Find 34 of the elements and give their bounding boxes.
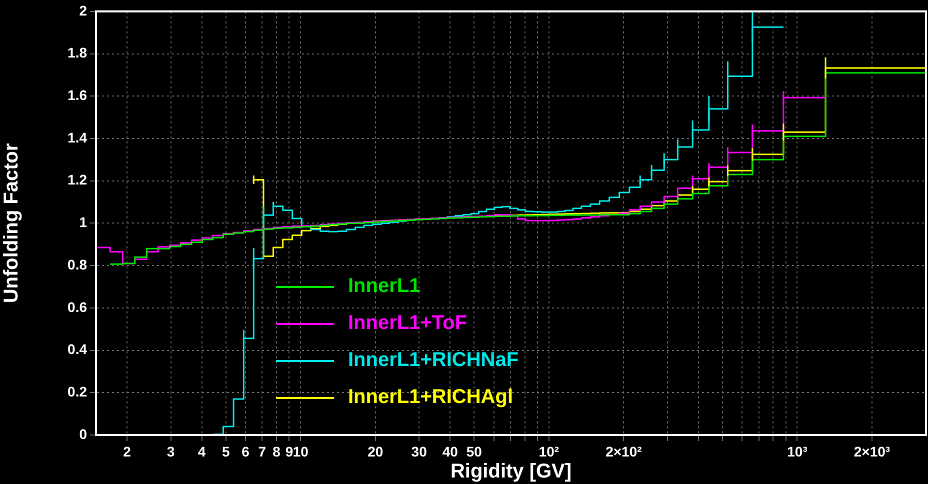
legend-label: InnerL1+ToF — [348, 312, 468, 335]
x-tick-label: 4 — [198, 443, 206, 460]
x-tick-label: 3 — [166, 443, 175, 460]
y-tick-label: 0.2 — [68, 384, 88, 400]
x-tick-label: 50 — [466, 443, 482, 460]
x-tick-label: 2×10² — [606, 443, 642, 460]
x-tick-label: 10³ — [787, 443, 808, 460]
y-tick-label: 1.6 — [68, 86, 88, 103]
x-tick-label: 20 — [368, 443, 384, 460]
x-tick-label: 7 — [258, 443, 266, 460]
x-tick-label: 2 — [123, 443, 132, 460]
y-tick-label: 1 — [79, 214, 88, 230]
y-tick-label: 0.4 — [68, 341, 88, 358]
x-tick-label: 5 — [222, 443, 230, 460]
x-tick-label: 8 — [272, 443, 281, 460]
y-tick-label: 0 — [79, 426, 88, 442]
legend-label: InnerL1+RICHNaF — [348, 349, 519, 372]
x-tick-label: 2×10³ — [854, 443, 890, 460]
x-axis-title: Rigidity [GV] — [450, 460, 572, 483]
y-axis-title: Unfolding Factor — [0, 142, 23, 304]
y-tick-label: 2 — [79, 2, 88, 18]
x-tick-label: 40 — [442, 443, 458, 460]
x-tick-label: 9 — [285, 443, 294, 460]
y-tick-label: 1.2 — [68, 172, 88, 188]
y-tick-label: 0.8 — [68, 256, 88, 272]
legend-label: InnerL1+RICHAgl — [348, 386, 514, 409]
x-tick-label: 30 — [411, 443, 428, 460]
y-tick-label: 1.4 — [68, 129, 88, 146]
legend-label: InnerL1 — [348, 275, 420, 298]
x-tick-label: 10 — [292, 443, 309, 460]
y-tick-label: 0.6 — [68, 298, 88, 315]
y-tick-label: 1.8 — [68, 44, 88, 61]
x-tick-label: 6 — [242, 443, 250, 460]
x-tick-label: 10² — [538, 443, 560, 460]
